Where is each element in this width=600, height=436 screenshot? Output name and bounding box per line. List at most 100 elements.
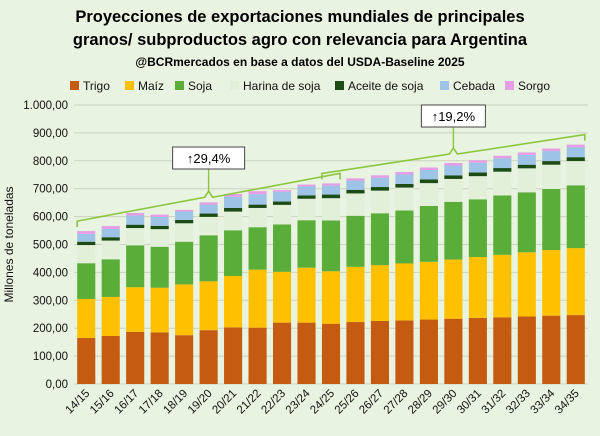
bar-segment-harina-de-soja-32-33: [517, 168, 536, 193]
bar-segment-trigo-28-29: [419, 319, 438, 384]
legend-label-1: Maíz: [138, 79, 164, 93]
y-tick-label: 200,00: [33, 323, 68, 335]
y-tick-label: 500,00: [33, 240, 68, 252]
x-tick-label: 16/17: [112, 388, 141, 417]
bar-segment-harina-de-soja-25-26: [346, 193, 365, 216]
bar-segment-sorgo-22-23: [272, 190, 292, 192]
bar-segment-harina-de-soja-28-29: [419, 183, 438, 206]
bar-segment-cebada-20-21: [224, 196, 243, 208]
bar-segment-harina-de-soja-15-16: [101, 240, 120, 260]
bar-segment-aceite-de-soja-19-20: [199, 213, 218, 217]
y-tick-label: 100,00: [33, 351, 68, 363]
x-tick-label: 20/21: [210, 388, 239, 417]
bar-segment-harina-de-soja-24-25: [321, 198, 341, 221]
y-tick-label: 0,00: [46, 379, 68, 391]
bar-segment-trigo-15-16: [101, 336, 120, 384]
x-tick-label: 14/15: [64, 388, 93, 417]
growth-label-box: [420, 104, 486, 128]
bar-segment-ma-z-23-24: [297, 267, 316, 323]
bar-segment-aceite-de-soja-22-23: [272, 201, 292, 205]
bar-segment-aceite-de-soja-30-31: [468, 172, 487, 177]
legend-swatch-2: [175, 81, 184, 90]
y-tick-label: 300,00: [33, 295, 68, 307]
bar-segment-aceite-de-soja-15-16: [101, 237, 120, 241]
x-tick-label: 17/18: [137, 388, 166, 417]
bar-segment-soja-29-30: [444, 201, 463, 260]
bar-segment-soja-18-19: [175, 241, 194, 285]
bar-segment-aceite-de-soja-34-35: [566, 157, 585, 162]
bar-segment-sorgo-30-31: [468, 160, 487, 163]
bar-segment-trigo-27-28: [395, 320, 414, 384]
bar-segment-ma-z-29-30: [444, 259, 463, 319]
bar-segment-harina-de-soja-17-18: [150, 229, 169, 247]
legend-swatch-5: [440, 81, 449, 90]
bar-segment-trigo-33-34: [542, 315, 561, 384]
x-tick-label: 31/32: [480, 388, 509, 417]
y-axis-ticks: 0,00 100,00 200,00 300,00 400,00 500,00 600,00…: [23, 100, 68, 391]
x-tick-label: 26/27: [357, 388, 386, 417]
x-tick-label: 33/34: [529, 387, 558, 416]
bar-segment-soja-32-33: [517, 192, 536, 253]
bar-segment-ma-z-31-32: [493, 254, 512, 318]
bar-segment-aceite-de-soja-27-28: [395, 183, 414, 188]
bar-segment-harina-de-soja-16-17: [126, 228, 145, 246]
bar-segment-aceite-de-soja-28-29: [419, 179, 438, 184]
bar-segment-aceite-de-soja-25-26: [346, 189, 365, 194]
bar-segment-aceite-de-soja-33-34: [542, 161, 561, 165]
bar-segment-harina-de-soja-22-23: [272, 204, 292, 225]
legend-swatch-1: [125, 81, 134, 90]
bar-segment-cebada-30-31: [468, 162, 487, 173]
bar-segment-soja-20-21: [224, 230, 243, 277]
bar-segment-soja-23-24: [297, 220, 316, 268]
bar-segment-sorgo-31-32: [493, 155, 512, 159]
legend-label-2: Soja: [188, 79, 212, 93]
bar-segment-sorgo-15-16: [101, 226, 120, 229]
bar-segment-trigo-34-35: [566, 315, 585, 384]
bar-segment-cebada-25-26: [346, 180, 365, 190]
bar-segment-sorgo-33-34: [542, 148, 561, 152]
legend-swatch-0: [70, 81, 79, 90]
bar-segment-ma-z-26-27: [370, 265, 390, 321]
x-tick-label: 24/25: [308, 388, 337, 417]
bar-segment-soja-24-25: [321, 220, 341, 272]
bar-segment-aceite-de-soja-26-27: [370, 187, 390, 191]
bar-segment-sorgo-26-27: [370, 175, 390, 178]
bar-segment-aceite-de-soja-29-30: [444, 175, 463, 179]
bar-segment-ma-z-21-22: [248, 269, 267, 328]
bar-segment-soja-15-16: [101, 259, 120, 297]
bar-segment-cebada-27-28: [395, 174, 414, 184]
bar-segment-cebada-19-20: [199, 204, 218, 214]
bar-segment-harina-de-soja-18-19: [175, 223, 194, 242]
y-tick-label: 900,00: [33, 128, 68, 140]
bar-segment-soja-14-15: [77, 263, 96, 299]
bar-segment-ma-z-27-28: [395, 263, 414, 321]
bar-segment-ma-z-18-19: [175, 284, 194, 336]
bar-segment-soja-17-18: [150, 246, 169, 288]
bar-segment-sorgo-23-24: [297, 184, 316, 187]
bar-segment-aceite-de-soja-18-19: [175, 219, 194, 224]
bar-segment-trigo-22-23: [272, 322, 292, 384]
bar-segment-trigo-18-19: [175, 335, 194, 384]
bar-segment-cebada-15-16: [101, 228, 120, 238]
bar-segment-soja-28-29: [419, 205, 438, 262]
legend-label-5: Cebada: [453, 79, 495, 93]
bar-segment-trigo-14-15: [77, 337, 96, 384]
bar-segment-trigo-23-24: [297, 322, 316, 384]
bar-segment-cebada-17-18: [150, 216, 169, 226]
legend-label-0: Trigo: [83, 79, 110, 93]
bar-segment-soja-34-35: [566, 185, 585, 249]
bar-segment-soja-31-32: [493, 195, 512, 255]
bar-segment-aceite-de-soja-21-22: [248, 204, 267, 208]
bar-segment-sorgo-16-17: [126, 212, 145, 216]
bar-segment-harina-de-soja-34-35: [566, 161, 585, 186]
chart-title-line2: granos/ subproductos agro con relevancia…: [73, 31, 528, 49]
bar-segment-harina-de-soja-26-27: [370, 190, 390, 214]
y-tick-label: 700,00: [33, 184, 68, 196]
bar-segment-ma-z-19-20: [199, 281, 218, 331]
bar-segment-cebada-23-24: [297, 186, 316, 196]
y-tick-label: 1.000,00: [23, 100, 68, 112]
chart-subtitle: @BCRmercados en base a datos del USDA-Ba…: [135, 55, 464, 69]
bar-segment-ma-z-30-31: [468, 257, 487, 318]
bar-segment-soja-22-23: [272, 224, 292, 272]
bar-segment-aceite-de-soja-23-24: [297, 195, 316, 199]
